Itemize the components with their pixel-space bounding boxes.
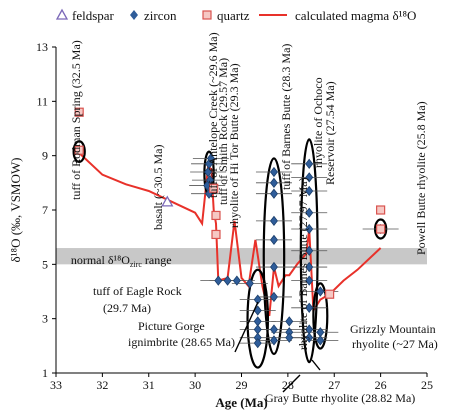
normal-range-band: normal δ¹⁸Ozirc range	[56, 248, 427, 269]
zircon-point-15	[253, 337, 262, 349]
zircon-point-24	[269, 335, 278, 346]
leader-line-0	[234, 301, 259, 353]
y-tick-label-3: 7	[42, 203, 48, 217]
annotation-0: tuff of Rodman Spring (32.5 Ma)	[69, 40, 83, 200]
x-tick-label-0: 33	[50, 378, 62, 392]
annotation-7: rhyolite of Ochoco	[311, 77, 325, 168]
normal-range-rect	[56, 248, 427, 265]
y-tick-label-6: 13	[36, 40, 48, 54]
quartz-point-5	[376, 205, 386, 215]
annotation-13: ignimbrite (28.65 Ma)	[128, 335, 235, 349]
x-axis-title: Age (Ma)	[215, 395, 267, 410]
x-tick-label-1: 32	[96, 378, 108, 392]
quartz-point-0	[74, 107, 84, 117]
feldspar-point-0	[161, 195, 174, 207]
zircon-point-20	[269, 234, 278, 246]
legend-label-3: calculated magma δ¹⁸O	[295, 8, 416, 23]
quartz-point-2	[209, 183, 219, 193]
annotation-5: tuff of Barnes Butte (28.3 Ma)	[279, 44, 293, 190]
zircon-point-22	[269, 291, 278, 303]
legend-label-2: quartz	[217, 8, 250, 23]
magma-curve-layer	[78, 152, 382, 317]
zircon-point-19	[269, 215, 278, 227]
x-tick-label-6: 27	[328, 378, 340, 392]
x-tick-label-2: 31	[143, 378, 155, 392]
quartz-point-1	[74, 145, 84, 155]
legend-label-1: zircon	[144, 8, 177, 23]
zircon-point-1	[204, 166, 213, 178]
zircon-point-28	[305, 158, 314, 169]
highlight-ellipse-3	[262, 157, 286, 356]
legend: feldspar zircon quartz calculated magma δ¹⁸…	[55, 8, 416, 23]
zircon-point-23	[269, 324, 278, 335]
zircon-point-39	[316, 286, 325, 297]
y-tick-label-0: 1	[42, 366, 48, 380]
zircon-point-21	[269, 261, 278, 273]
zircon-point-16	[269, 166, 278, 178]
y-tick-label-5: 11	[36, 94, 48, 108]
zircon-point-6	[214, 275, 223, 286]
legend-zircon-icon	[130, 10, 138, 20]
y-tick-label-2: 5	[42, 257, 48, 271]
quartz-point-6	[376, 224, 386, 234]
annotation-12: Picture Gorge	[138, 319, 205, 333]
data-points	[74, 107, 386, 349]
x-tick-label-7: 26	[375, 378, 387, 392]
annotation-8: Reservoir (27.54 Ma)	[323, 81, 337, 185]
zircon-point-18	[269, 188, 278, 199]
annotation-9: Powell Butte rhyolite (25.8 Ma)	[414, 101, 428, 255]
annotation-6: rhyolite of Barnes Butte (27.97 Ma)	[296, 177, 310, 350]
zircon-point-38	[305, 332, 314, 343]
y-axis-title: δ¹⁸O (‰, VSMOW)	[8, 158, 23, 263]
zircon-point-34	[305, 261, 314, 273]
quartz-point-4	[211, 229, 221, 240]
zircon-point-29	[305, 172, 314, 183]
highlight-ellipse-2	[246, 268, 270, 369]
annotation-3: tuff of Smith Rock (29.57 Ma)	[216, 58, 230, 205]
magma-curve-line	[78, 152, 382, 317]
zircon-point-7	[223, 275, 232, 286]
annotation-4: rhyolite of Hi Tor Butte (29.3 Ma)	[227, 63, 241, 228]
annotation-2: tuff of Antelope Creek (~29.6 Ma)	[206, 32, 220, 198]
annotation-14: Grizzly Mountain	[350, 322, 436, 336]
zircon-point-31	[305, 207, 314, 218]
quartz-point-7	[325, 289, 335, 299]
x-tick-label-8: 25	[421, 378, 433, 392]
annotation-10: tuff of Eagle Rock	[93, 284, 182, 298]
zircon-point-41	[316, 335, 325, 346]
zircon-point-5	[206, 153, 215, 164]
highlight-ellipse-5	[312, 282, 329, 350]
highlight-ellipse-0	[72, 140, 86, 164]
annotation-16: Gray Butte rhyolite (28.82 Ma)	[265, 391, 415, 405]
zircon-point-32	[305, 223, 314, 235]
x-tick-label-4: 29	[236, 378, 248, 392]
zircon-point-25	[285, 316, 294, 327]
quartz-point-3	[211, 210, 221, 221]
annotation-15: rhyolite (~27 Ma)	[352, 337, 438, 351]
x-tick-label-5: 28	[282, 378, 294, 392]
zircon-point-36	[305, 302, 314, 313]
zircon-point-8	[232, 275, 241, 286]
annotations: tuff of Rodman Spring (32.5 Ma) basalt (~…	[69, 32, 438, 405]
zircon-point-9	[245, 278, 254, 289]
leader-line-2	[311, 359, 321, 371]
annotation-11: (29.7 Ma)	[103, 301, 151, 315]
x-tick-label-3: 30	[189, 378, 201, 392]
y-tick-label-4: 9	[42, 149, 48, 163]
zircon-point-17	[269, 177, 278, 188]
annotation-1: basalt (~30.5 Ma)	[151, 145, 165, 230]
legend-feldspar-icon	[55, 8, 69, 20]
zircon-point-30	[305, 185, 314, 197]
leader-line-1	[282, 374, 301, 393]
y-tick-label-1: 3	[42, 312, 48, 326]
legend-label-0: feldspar	[72, 8, 115, 23]
zircon-point-35	[305, 275, 314, 286]
zircon-point-27	[285, 332, 294, 343]
normal-range-label: normal δ¹⁸Ozirc range	[71, 253, 172, 269]
zircon-point-33	[305, 245, 314, 256]
legend-quartz-icon	[202, 10, 212, 20]
